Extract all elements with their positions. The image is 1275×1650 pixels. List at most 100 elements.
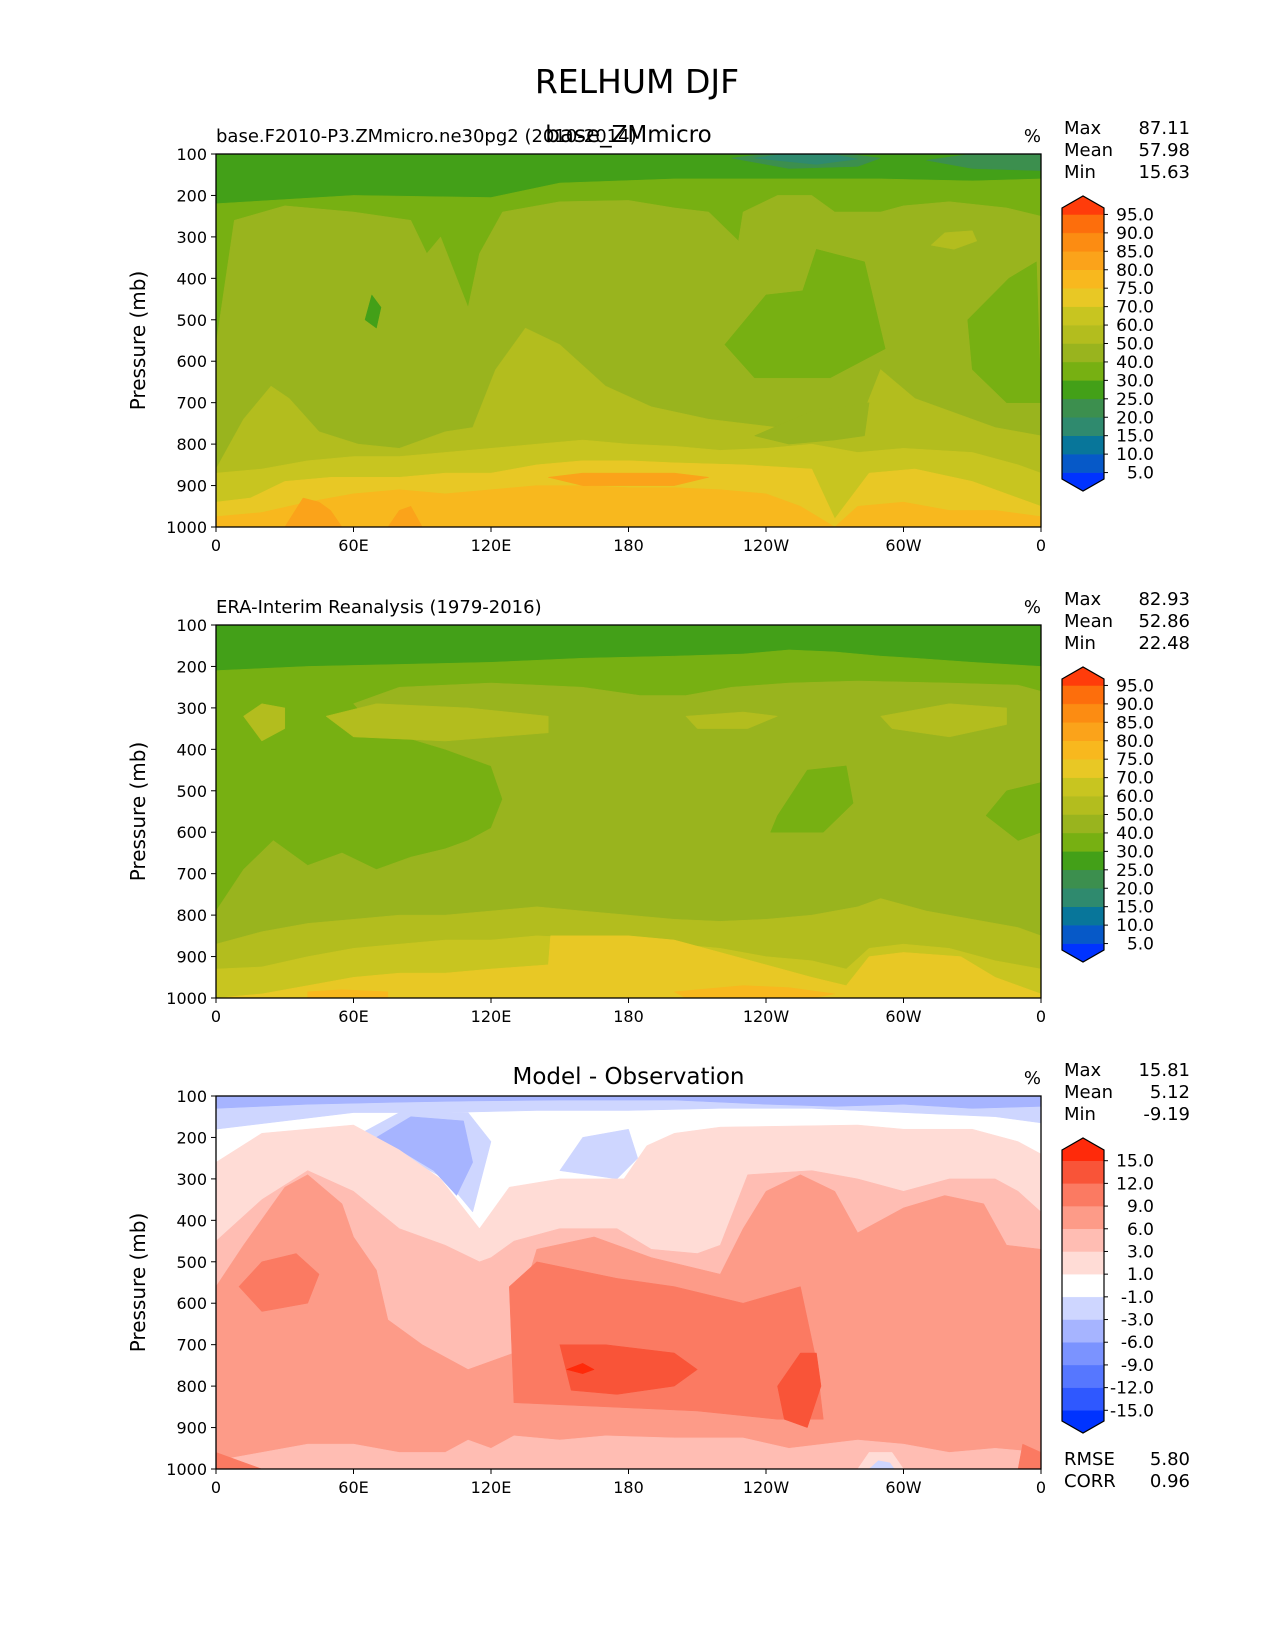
colorbar-segment [1061, 924, 1105, 944]
contour-band-6 [967, 261, 1041, 403]
units-label: % [1024, 126, 1041, 147]
colorbar-label: -1.0 [1121, 1288, 1154, 1308]
y-tick-label: 500 [176, 1253, 207, 1272]
contour-band-12 [559, 1344, 698, 1395]
x-tick-label: 120E [471, 536, 512, 555]
colorbar-label: 95.0 [1116, 205, 1154, 225]
y-tick-label: 900 [176, 477, 207, 496]
y-tick-label: 700 [176, 1336, 207, 1355]
x-tick-label: 180 [613, 1478, 644, 1497]
y-tick-label: 800 [176, 906, 207, 925]
stat-value-max: 15.81 [1138, 1060, 1190, 1081]
contour-band-10 [238, 1253, 320, 1312]
colorbar-segment [1061, 814, 1105, 834]
colorbar-label: -12.0 [1110, 1379, 1154, 1399]
colorbar-segment [1061, 1387, 1105, 1411]
contour-band-8 [753, 402, 870, 445]
contour-fill [216, 625, 1041, 998]
contour-band-8 [685, 711, 779, 729]
colorbar-label: 1.0 [1127, 1265, 1154, 1285]
contour-band-12 [216, 935, 1041, 998]
colorbar-label: 60.0 [1116, 787, 1154, 807]
stat-value-min: -9.19 [1143, 1104, 1190, 1125]
colorbar-label: -3.0 [1121, 1311, 1154, 1331]
contour-band-7 [325, 703, 549, 742]
y-tick-label: 900 [176, 948, 207, 967]
colorbar-label: 70.0 [1116, 298, 1154, 318]
y-tick-label: 600 [176, 352, 207, 371]
contour-band-5 [724, 248, 886, 379]
stat-value-mean: 52.86 [1138, 611, 1190, 632]
stat-value-corr: 0.96 [1150, 1471, 1190, 1492]
contour-band-17 [926, 154, 1041, 171]
colorbar-segment [1061, 251, 1105, 270]
contour-band-11 [216, 485, 1041, 527]
contour-band-19 [216, 1452, 262, 1469]
x-tick-label: 60E [338, 1478, 368, 1497]
colorbar-label: -15.0 [1110, 1401, 1154, 1421]
y-tick-label: 600 [176, 823, 207, 842]
colorbar-segment [1061, 324, 1105, 344]
colorbar-label: 70.0 [1116, 769, 1154, 789]
colorbar-segment [1061, 195, 1105, 215]
x-tick-label: 0 [211, 536, 221, 555]
stat-label-mean: Mean [1064, 611, 1113, 632]
y-tick-label: 800 [176, 1377, 207, 1396]
y-tick-label: 300 [176, 699, 207, 718]
x-tick-label: 120W [743, 536, 790, 555]
stat-value-mean: 5.12 [1150, 1082, 1190, 1103]
y-tick-label: 400 [176, 269, 207, 288]
contour-band-20 [1017, 1443, 1041, 1469]
colorbar-label: 12.0 [1116, 1174, 1154, 1194]
colorbar-label: 20.0 [1116, 879, 1154, 899]
colorbar-label: 25.0 [1116, 861, 1154, 881]
colorbar-segment [1061, 269, 1105, 289]
x-tick-label: 60W [885, 536, 921, 555]
y-tick-label: 400 [176, 740, 207, 759]
colorbar-label: 40.0 [1116, 824, 1154, 844]
colorbar-label: 15.0 [1116, 1152, 1154, 1172]
x-tick-label: 60W [885, 1478, 921, 1497]
colorbar-segment [1061, 869, 1105, 889]
y-axis-label: Pressure (mb) [126, 1213, 150, 1353]
colorbar-label: -6.0 [1121, 1333, 1154, 1353]
colorbar-label: 30.0 [1116, 842, 1154, 862]
y-tick-label: 1000 [166, 1460, 207, 1479]
colorbar-label: 15.0 [1116, 427, 1154, 447]
colorbar-segment [1061, 1319, 1105, 1343]
colorbar-segment [1061, 1160, 1105, 1184]
stat-label-max: Max [1064, 118, 1102, 139]
colorbar-label: 85.0 [1116, 713, 1154, 733]
contour-band-5 [375, 1116, 473, 1196]
colorbar-segment [1061, 703, 1105, 723]
panels: 100 200 300 400 500 600 700 800 900 1000 0 60E 120E 1… [126, 118, 1190, 1497]
contour-band-13 [673, 985, 835, 998]
colorbar-segment [1061, 1364, 1105, 1388]
colorbar: -15.0-12.0 -9.0 -6.0-3.0 -1.0 1.0 3.06.0 9.0 12… [1061, 1137, 1154, 1434]
colorbar-segment [1061, 1296, 1105, 1320]
contour-band-16 [216, 1435, 1041, 1469]
y-tick-label: 200 [176, 657, 207, 676]
stat-value-min: 15.63 [1138, 162, 1190, 183]
colorbar-segment [1061, 888, 1105, 907]
y-tick-label: 100 [176, 616, 207, 635]
units-label: % [1024, 597, 1041, 618]
contour-fill [216, 154, 1041, 527]
colorbar-segment [1061, 1341, 1105, 1366]
y-tick-label: 700 [176, 394, 207, 413]
y-tick-label: 300 [176, 1170, 207, 1189]
colorbar-segment [1061, 472, 1105, 492]
colorbar-segment [1061, 851, 1105, 871]
colorbar-label: 90.0 [1116, 224, 1154, 244]
contour-band-3 [216, 1096, 1041, 1109]
contour-band-13 [284, 497, 343, 527]
y-tick-label: 500 [176, 782, 207, 801]
left-title: ERA-Interim Reanalysis (1979-2016) [216, 597, 542, 618]
panel-title: Model - Observation [512, 1064, 744, 1090]
colorbar-outline [1061, 1137, 1105, 1434]
colorbar-segment [1061, 417, 1105, 436]
contour-band-12 [548, 472, 709, 486]
colorbar-segment [1061, 943, 1105, 963]
contour-band-14 [387, 505, 423, 527]
